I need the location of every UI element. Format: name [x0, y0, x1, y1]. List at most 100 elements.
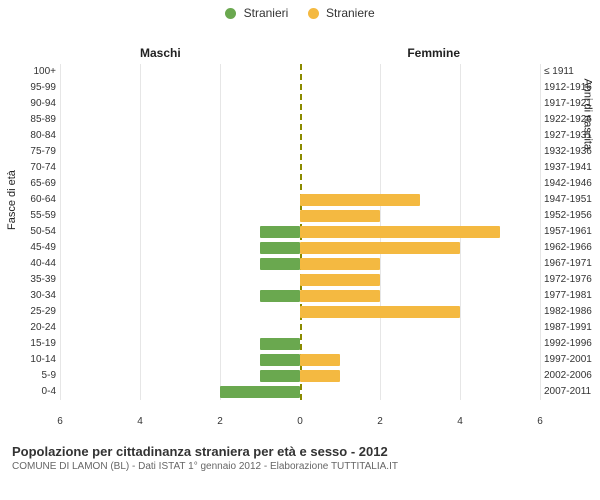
x-tick-label: 4 — [137, 416, 143, 427]
birth-year-label: 1927-1931 — [544, 128, 600, 144]
age-label: 20-24 — [8, 320, 56, 336]
bar-male — [260, 338, 300, 350]
age-label: 5-9 — [8, 368, 56, 384]
birth-year-label: 1912-1916 — [544, 80, 600, 96]
pyramid-row: 95-991912-1916 — [60, 80, 540, 96]
birth-year-label: 1942-1946 — [544, 176, 600, 192]
age-label: 90-94 — [8, 96, 56, 112]
legend: Stranieri Straniere — [0, 0, 600, 20]
pyramid-row: 0-42007-2011 — [60, 384, 540, 400]
pyramid-row: 50-541957-1961 — [60, 224, 540, 240]
chart-area: Maschi Femmine Fasce di età Anni di nasc… — [0, 20, 600, 440]
birth-year-label: 1957-1961 — [544, 224, 600, 240]
bar-female — [300, 194, 420, 206]
pyramid-row: 60-641947-1951 — [60, 192, 540, 208]
birth-year-label: 1982-1986 — [544, 304, 600, 320]
pyramid-row: 5-92002-2006 — [60, 368, 540, 384]
age-label: 70-74 — [8, 160, 56, 176]
age-label: 60-64 — [8, 192, 56, 208]
x-tick-label: 2 — [377, 416, 383, 427]
bar-male — [220, 386, 300, 398]
x-tick-label: 6 — [57, 416, 63, 427]
plot-area: 100+≤ 191195-991912-191690-941917-192185… — [60, 64, 540, 400]
pyramid-row: 80-841927-1931 — [60, 128, 540, 144]
age-label: 50-54 — [8, 224, 56, 240]
age-label: 75-79 — [8, 144, 56, 160]
birth-year-label: 2002-2006 — [544, 368, 600, 384]
chart-container: Stranieri Straniere Maschi Femmine Fasce… — [0, 0, 600, 500]
age-label: 35-39 — [8, 272, 56, 288]
bar-male — [260, 370, 300, 382]
birth-year-label: 1937-1941 — [544, 160, 600, 176]
birth-year-label: 1992-1996 — [544, 336, 600, 352]
bar-male — [260, 354, 300, 366]
age-label: 100+ — [8, 64, 56, 80]
pyramid-row: 90-941917-1921 — [60, 96, 540, 112]
bar-female — [300, 258, 380, 270]
bar-male — [260, 258, 300, 270]
chart-title: Popolazione per cittadinanza straniera p… — [12, 444, 588, 459]
legend-item-female: Straniere — [308, 6, 375, 20]
age-label: 55-59 — [8, 208, 56, 224]
header-male: Maschi — [140, 46, 181, 60]
birth-year-label: 1962-1966 — [544, 240, 600, 256]
bar-female — [300, 242, 460, 254]
bar-female — [300, 370, 340, 382]
birth-year-label: 1952-1956 — [544, 208, 600, 224]
age-label: 80-84 — [8, 128, 56, 144]
bar-male — [260, 226, 300, 238]
birth-year-label: 1987-1991 — [544, 320, 600, 336]
legend-label-female: Straniere — [326, 6, 375, 20]
pyramid-row: 15-191992-1996 — [60, 336, 540, 352]
birth-year-label: 1972-1976 — [544, 272, 600, 288]
pyramid-row: 40-441967-1971 — [60, 256, 540, 272]
bar-female — [300, 226, 500, 238]
bar-female — [300, 274, 380, 286]
x-tick-label: 2 — [217, 416, 223, 427]
legend-item-male: Stranieri — [225, 6, 291, 20]
birth-year-label: 1967-1971 — [544, 256, 600, 272]
bar-male — [260, 242, 300, 254]
age-label: 45-49 — [8, 240, 56, 256]
pyramid-row: 100+≤ 1911 — [60, 64, 540, 80]
bar-female — [300, 210, 380, 222]
pyramid-row: 75-791932-1936 — [60, 144, 540, 160]
grid-line — [540, 64, 541, 400]
pyramid-row: 30-341977-1981 — [60, 288, 540, 304]
age-label: 95-99 — [8, 80, 56, 96]
bar-female — [300, 290, 380, 302]
age-label: 0-4 — [8, 384, 56, 400]
birth-year-label: 2007-2011 — [544, 384, 600, 400]
bar-male — [260, 290, 300, 302]
age-label: 65-69 — [8, 176, 56, 192]
age-label: 25-29 — [8, 304, 56, 320]
birth-year-label: 1977-1981 — [544, 288, 600, 304]
x-tick-label: 6 — [537, 416, 543, 427]
footer: Popolazione per cittadinanza straniera p… — [0, 440, 600, 472]
age-label: 40-44 — [8, 256, 56, 272]
age-label: 15-19 — [8, 336, 56, 352]
header-female: Femmine — [407, 46, 460, 60]
x-ticks: 6 4 2 0 2 4 6 — [60, 416, 540, 430]
age-label: 10-14 — [8, 352, 56, 368]
pyramid-row: 45-491962-1966 — [60, 240, 540, 256]
pyramid-row: 20-241987-1991 — [60, 320, 540, 336]
pyramid-row: 25-291982-1986 — [60, 304, 540, 320]
chart-subtitle: COMUNE DI LAMON (BL) - Dati ISTAT 1° gen… — [12, 461, 588, 472]
legend-dot-male — [225, 8, 236, 19]
bar-female — [300, 354, 340, 366]
birth-year-label: 1997-2001 — [544, 352, 600, 368]
pyramid-row: 35-391972-1976 — [60, 272, 540, 288]
age-label: 30-34 — [8, 288, 56, 304]
pyramid-row: 65-691942-1946 — [60, 176, 540, 192]
pyramid-row: 55-591952-1956 — [60, 208, 540, 224]
bar-female — [300, 306, 460, 318]
age-label: 85-89 — [8, 112, 56, 128]
birth-year-label: 1932-1936 — [544, 144, 600, 160]
x-tick-label: 4 — [457, 416, 463, 427]
x-tick-label: 0 — [297, 416, 303, 427]
birth-year-label: 1917-1921 — [544, 96, 600, 112]
birth-year-label: 1922-1926 — [544, 112, 600, 128]
pyramid-row: 70-741937-1941 — [60, 160, 540, 176]
birth-year-label: 1947-1951 — [544, 192, 600, 208]
